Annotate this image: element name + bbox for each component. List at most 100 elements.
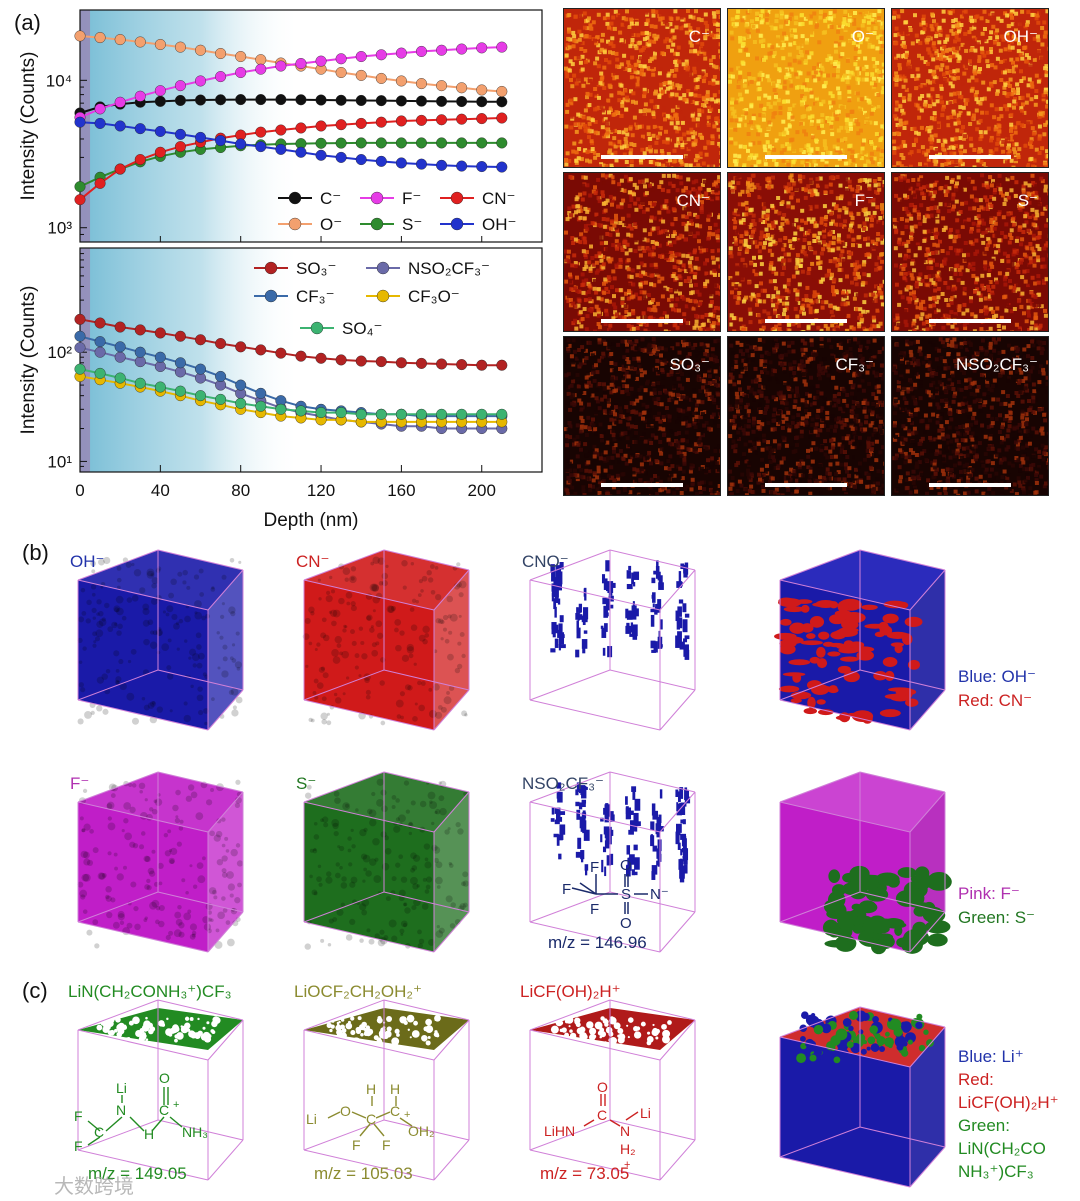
series-line xyxy=(79,121,502,168)
legend-entry: CF₃O⁻ xyxy=(366,287,460,306)
data-point xyxy=(255,54,267,66)
data-point xyxy=(235,51,247,63)
legend-red-cn: Red: CN⁻ xyxy=(958,691,1033,710)
x-tick-label: 0 xyxy=(75,481,84,500)
data-point xyxy=(154,351,166,363)
data-point xyxy=(74,116,86,128)
cube-edge xyxy=(779,549,861,581)
data-point xyxy=(94,117,106,129)
cube-front xyxy=(78,802,208,952)
data-point xyxy=(174,141,186,153)
atom-S: S xyxy=(621,886,631,903)
map-label: S⁻ xyxy=(1017,191,1038,210)
data-point xyxy=(375,95,387,107)
cube-edge xyxy=(529,669,611,701)
cube-label: LiOCF₂CH₂OH₂⁺ xyxy=(294,982,422,1001)
legend-label: CN⁻ xyxy=(482,189,516,208)
cube-label: LiCF(OH)₂H⁺ xyxy=(520,982,621,1001)
atom-F3: F xyxy=(590,901,599,918)
cube-edge xyxy=(659,911,696,953)
cube-render xyxy=(77,999,244,1181)
cube-front xyxy=(780,1037,910,1187)
cube-edge xyxy=(207,911,244,953)
data-point xyxy=(195,94,207,106)
data-point xyxy=(496,96,508,108)
legend-marker xyxy=(450,191,464,205)
cube-edge xyxy=(207,791,244,833)
data-point xyxy=(255,63,267,75)
structure-c1: Li N O C + C H NH₃ F F xyxy=(74,1070,208,1154)
legend-marker xyxy=(450,217,464,231)
data-point xyxy=(355,408,367,420)
cube-front xyxy=(304,802,434,952)
legend-c: Blue: Li⁺ Red: LiCF(OH)₂H⁺ Green: LiN(CH… xyxy=(958,1045,1059,1183)
legend-pink-f: Pink: F⁻ xyxy=(958,884,1020,903)
data-point xyxy=(395,137,407,149)
data-point xyxy=(295,405,307,417)
legend-label: NSO₂CF₃⁻ xyxy=(408,259,490,278)
scale-bar xyxy=(765,319,847,323)
cube-label: S⁻ xyxy=(296,774,317,793)
legend-entry: OH⁻ xyxy=(440,215,516,234)
cube-label: CNO⁻ xyxy=(522,552,569,571)
cube-render xyxy=(303,999,470,1181)
cube-edge xyxy=(859,891,946,913)
scale-bar xyxy=(929,155,1011,159)
cube-edge xyxy=(433,791,470,833)
cube-edge xyxy=(383,1119,470,1141)
interface-band xyxy=(80,10,91,242)
cube-edge xyxy=(157,1119,244,1141)
cube-edge xyxy=(303,999,385,1031)
data-point xyxy=(395,75,407,87)
cube-edge xyxy=(433,689,470,731)
legend-marker xyxy=(288,217,302,231)
data-point xyxy=(114,341,126,353)
series-1 xyxy=(74,30,508,97)
nso2cf3-structure: F F F S O O N⁻ xyxy=(562,857,669,930)
chart-top: 10³ 10⁴ Intensity (Counts) C⁻ F⁻ CN⁻ O⁻ S⁻ OH⁻ xyxy=(18,9,543,243)
legend-c-green: Green: xyxy=(958,1116,1010,1135)
cube-edge xyxy=(779,1006,861,1038)
data-point xyxy=(415,95,427,107)
data-point xyxy=(154,146,166,158)
cube-edge xyxy=(303,1029,435,1061)
c2-H1: H xyxy=(366,1081,376,1097)
data-point xyxy=(255,344,267,356)
series-line xyxy=(79,141,502,188)
cube-edge xyxy=(779,669,861,701)
cube-edge xyxy=(207,569,244,611)
cube-edge xyxy=(303,549,385,581)
cube-label: F⁻ xyxy=(70,774,90,793)
cube-edge xyxy=(609,1119,696,1141)
data-point xyxy=(174,80,186,92)
cube-edge xyxy=(609,771,696,793)
data-point xyxy=(134,36,146,48)
cube-front xyxy=(78,580,208,730)
watermark: 大数跨境 xyxy=(54,1176,134,1198)
data-point xyxy=(315,120,327,132)
legend-blue-oh: Blue: OH⁻ xyxy=(958,667,1036,686)
data-point xyxy=(476,137,488,149)
data-point xyxy=(395,47,407,59)
data-point xyxy=(355,94,367,106)
data-point xyxy=(154,360,166,372)
cube-edge xyxy=(303,1149,435,1181)
cube-side xyxy=(910,570,945,730)
c2-C2: C xyxy=(390,1103,400,1119)
cube-slab xyxy=(530,1008,695,1050)
data-point xyxy=(134,324,146,336)
data-point xyxy=(496,137,508,149)
data-point xyxy=(476,42,488,54)
cube-edge xyxy=(609,891,696,913)
cube-edge xyxy=(77,921,209,953)
legend-entry: S⁻ xyxy=(360,215,422,234)
cube-render xyxy=(529,771,696,953)
data-point xyxy=(94,346,106,358)
cube-edge xyxy=(529,1119,611,1151)
data-point xyxy=(456,43,468,55)
cube-render xyxy=(303,771,470,953)
chart-bottom: 10¹ 10² 0 40 80 120 160 200 Depth (nm) Intensity … xyxy=(18,247,543,531)
cube-edge xyxy=(529,579,661,611)
data-point xyxy=(114,120,126,132)
cube-edge xyxy=(659,689,696,731)
